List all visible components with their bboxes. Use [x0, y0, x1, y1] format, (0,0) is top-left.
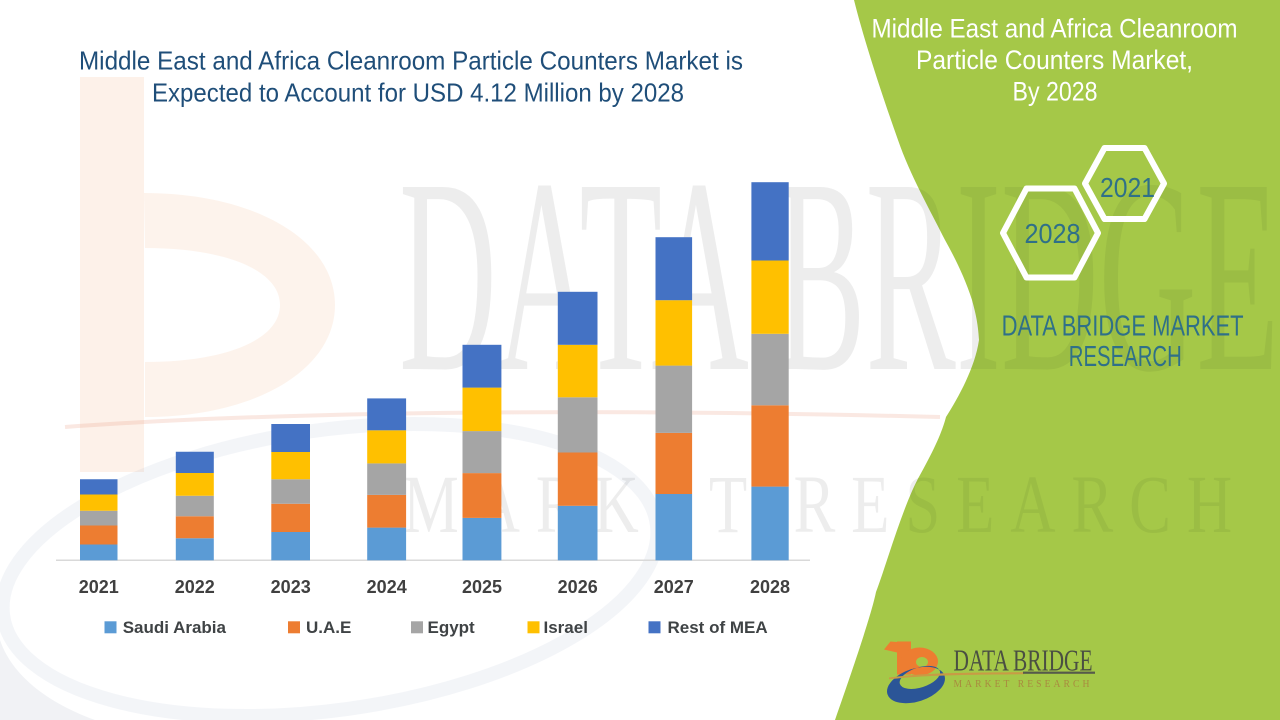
svg-text:2027: 2027	[654, 577, 694, 597]
svg-text:Middle East and Africa Cleanro: Middle East and Africa Cleanroom Particl…	[79, 46, 743, 76]
svg-text:Middle East and Africa Cleanro: Middle East and Africa Cleanroom	[872, 14, 1238, 44]
svg-text:By 2028: By 2028	[1013, 77, 1098, 107]
svg-text:MARKET RESEARCH: MARKET RESEARCH	[954, 678, 1093, 690]
svg-text:2024: 2024	[367, 577, 407, 597]
svg-text:DATA BRIDGE: DATA BRIDGE	[954, 643, 1093, 678]
svg-text:2028: 2028	[1025, 218, 1081, 249]
svg-text:Egypt: Egypt	[428, 618, 476, 637]
svg-text:2022: 2022	[175, 577, 215, 597]
svg-text:DATA BRIDGE MARKET: DATA BRIDGE MARKET	[1002, 311, 1244, 343]
svg-text:U.A.E: U.A.E	[306, 618, 351, 637]
svg-text:Particle Counters Market,: Particle Counters Market,	[916, 45, 1193, 75]
svg-text:2028: 2028	[750, 577, 790, 597]
svg-text:RESEARCH: RESEARCH	[1069, 341, 1182, 373]
svg-text:Israel: Israel	[544, 618, 588, 637]
svg-text:2021: 2021	[1100, 172, 1155, 203]
svg-text:2025: 2025	[462, 577, 502, 597]
svg-text:Rest of MEA: Rest of MEA	[668, 618, 768, 637]
svg-text:2021: 2021	[79, 577, 119, 597]
svg-text:2026: 2026	[558, 577, 598, 597]
svg-text:Expected to Account for USD 4.: Expected to Account for USD 4.12 Million…	[152, 78, 684, 108]
svg-text:2023: 2023	[271, 577, 311, 597]
svg-text:Saudi Arabia: Saudi Arabia	[123, 618, 227, 637]
